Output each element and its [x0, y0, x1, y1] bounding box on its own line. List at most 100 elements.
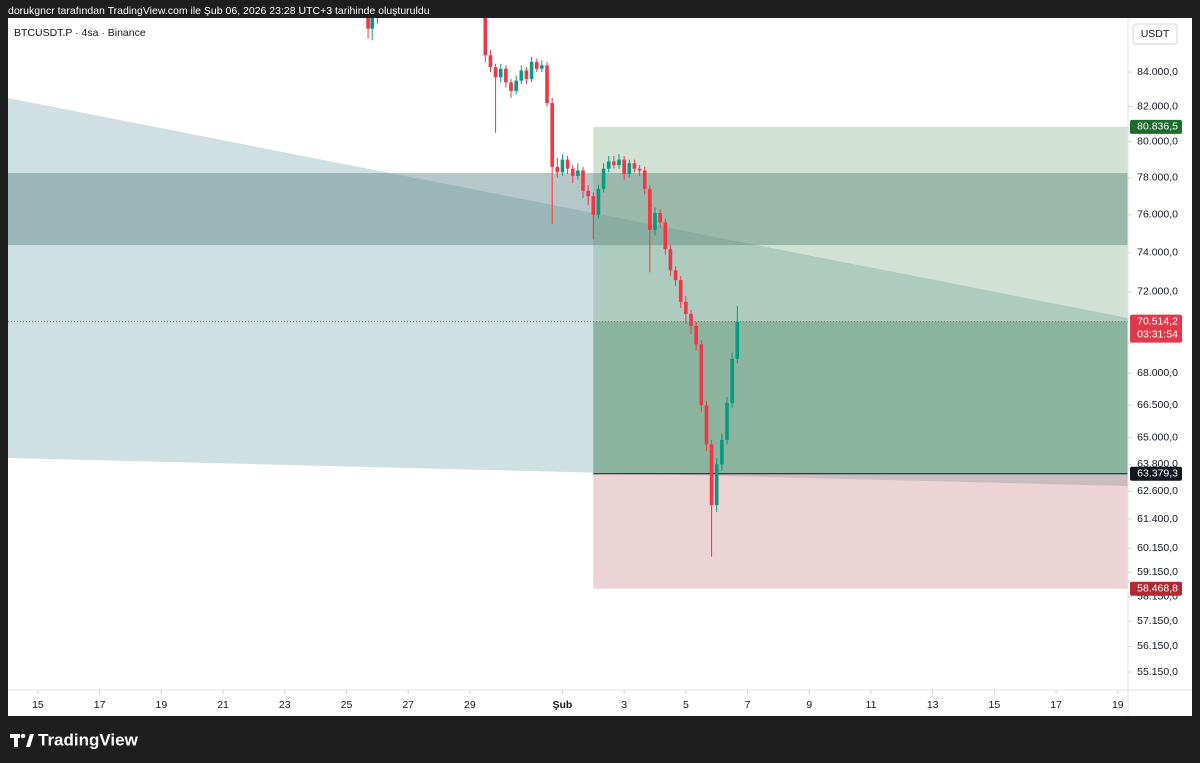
candle-body	[560, 159, 565, 173]
countdown: 03:31:54	[1137, 328, 1178, 340]
stop-label: 58.468,8	[1137, 583, 1178, 595]
x-tick-label: 13	[927, 699, 939, 711]
x-tick-label: 9	[806, 699, 812, 711]
y-tick-label: 68.000,0	[1137, 367, 1178, 379]
candle-body	[627, 163, 632, 175]
x-tick-label: 23	[279, 699, 291, 711]
zone	[8, 173, 1128, 246]
x-tick-label: 29	[464, 699, 476, 711]
footer	[0, 716, 1200, 763]
candle-body	[725, 403, 729, 440]
y-tick-label: 84.000,0	[1137, 66, 1178, 78]
candle-body	[617, 159, 621, 166]
candle-body	[658, 212, 662, 223]
candle-body	[366, 18, 370, 29]
candle-body	[540, 65, 544, 69]
candle-body	[735, 321, 740, 359]
x-tick-label: 19	[156, 699, 168, 711]
x-tick-label: 19	[1112, 699, 1124, 711]
candle-body	[504, 68, 508, 83]
candle-body	[581, 170, 585, 191]
entry-box	[1130, 466, 1182, 481]
y-tick-label: 80.000,0	[1137, 135, 1178, 147]
y-tick-label: 61.400,0	[1137, 513, 1178, 525]
candle-body	[509, 82, 513, 91]
x-tick-label: 3	[621, 699, 627, 711]
y-tick-label: 57.150,0	[1137, 615, 1178, 627]
currency-box	[1132, 23, 1178, 45]
logo-icon	[10, 733, 34, 747]
y-tick-label: 82.000,0	[1137, 100, 1178, 112]
x-tick-label: Şub	[553, 699, 573, 711]
x-tick-label: 17	[94, 699, 106, 711]
candle-body	[663, 222, 668, 250]
candle-body	[642, 170, 647, 189]
candle-body	[612, 161, 616, 166]
candle-body	[550, 103, 554, 167]
candle-body	[689, 313, 693, 326]
candle-body	[684, 301, 688, 314]
candle-body	[591, 196, 596, 215]
target-box	[1130, 119, 1182, 134]
candle-body	[606, 161, 611, 169]
channel-drawing	[8, 98, 1128, 486]
candle-body	[493, 67, 498, 78]
candle-body	[704, 405, 709, 445]
y-tick-label: 78.000,0	[1137, 172, 1178, 184]
candle-body	[622, 159, 626, 175]
stop-zone	[593, 473, 1128, 589]
currency: USDT	[1141, 28, 1170, 40]
y-tick-label: 72.000,0	[1137, 286, 1178, 298]
x-tick-label: 25	[341, 699, 353, 711]
candle-body	[678, 280, 683, 302]
candle-body	[570, 168, 575, 176]
candle-body	[498, 68, 503, 78]
y-tick-label: 62.600,0	[1137, 485, 1178, 497]
candle-body	[370, 18, 374, 29]
candle-body	[519, 70, 524, 81]
entry-label: 63.379,3	[1137, 468, 1178, 480]
y-tick-label: 74.000,0	[1137, 247, 1178, 259]
y-tick-label: 65.000,0	[1137, 432, 1178, 444]
candle-body	[730, 358, 734, 404]
last-price-label: 70.514,2	[1137, 315, 1178, 327]
x-tick-label: 27	[402, 699, 414, 711]
candle-body	[534, 61, 539, 69]
candle-body	[714, 464, 719, 506]
candle-body	[709, 444, 714, 506]
candle-body	[596, 188, 601, 215]
candle-body	[668, 249, 673, 271]
candle-body	[529, 61, 534, 79]
candle-body	[545, 65, 549, 104]
open-profit-zone	[593, 321, 1128, 474]
candle-body	[586, 190, 590, 197]
y-tick-label: 60.150,0	[1137, 542, 1178, 554]
y-tick-label: 66.500,0	[1137, 399, 1178, 411]
candle-body	[648, 188, 652, 230]
y-tick-label: 56.150,0	[1137, 640, 1178, 652]
candle-body	[488, 55, 493, 68]
candle-body	[673, 270, 678, 281]
y-tick-label: 59.150,0	[1137, 566, 1178, 578]
candle-body	[565, 159, 570, 169]
x-tick-label: 17	[1050, 699, 1062, 711]
x-tick-label: 21	[217, 699, 229, 711]
candle-body	[632, 163, 637, 169]
candle-body	[653, 212, 657, 230]
x-tick-label: 11	[866, 699, 877, 711]
brand: TradingView	[38, 730, 139, 749]
last-price-box	[1130, 314, 1182, 343]
x-tick-label: 7	[745, 699, 751, 711]
candle-body	[514, 80, 518, 91]
candle-body	[637, 168, 642, 171]
candle-body	[576, 170, 580, 176]
candle-body	[524, 70, 529, 79]
candle-body	[483, 18, 488, 56]
x-tick-label: 5	[683, 699, 689, 711]
x-tick-label: 15	[32, 699, 44, 711]
symbol: BTCUSDT.P · 4sa · Binance	[14, 27, 146, 39]
candle-body	[601, 168, 606, 189]
stop-box	[1130, 581, 1182, 596]
candle-body	[555, 166, 560, 173]
